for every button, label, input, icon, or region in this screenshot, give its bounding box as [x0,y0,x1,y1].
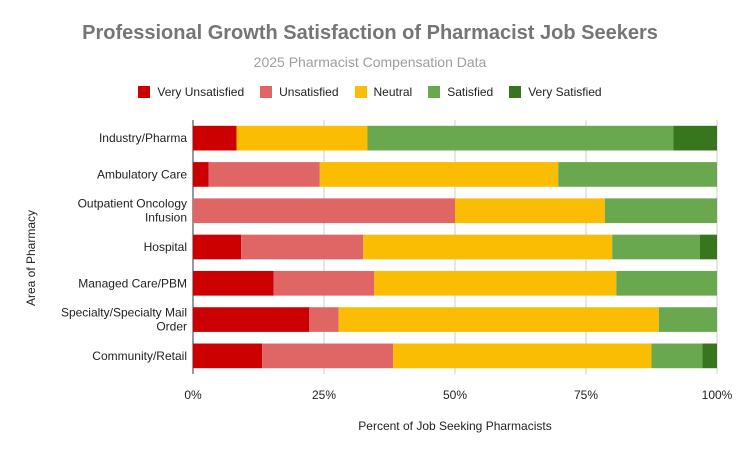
bar-segment[interactable] [319,162,559,187]
bar-segment[interactable] [702,343,717,369]
bar-segment[interactable] [699,234,717,260]
category-label: Hospital [144,240,187,254]
x-tick-label: 0% [184,388,202,402]
y-axis-title: Area of Pharmacy [24,210,38,306]
legend-item-neutral[interactable]: Neutral [354,85,413,99]
bars [193,125,717,369]
bar-segment[interactable] [193,307,310,332]
legend: Very Unsatisfied Unsatisfied Neutral Sat… [0,85,740,99]
legend-label: Satisfied [447,85,494,99]
category-label: Industry/Pharma [99,131,187,145]
legend-swatch [138,86,151,98]
bar-segment[interactable] [651,343,703,369]
category-label-line: Outpatient Oncology [78,197,187,211]
category-label-line: Ambulatory Care [97,167,187,181]
bar-segment[interactable] [363,234,613,260]
chart-subtitle: 2025 Pharmacist Compensation Data [253,54,487,70]
x-tick-label: 75% [574,388,598,402]
x-tick-label: 100% [702,388,733,402]
bar-segment[interactable] [367,125,674,151]
legend-swatch [428,86,441,98]
chart-title: Professional Growth Satisfaction of Phar… [82,22,658,44]
bar-segment[interactable] [604,198,717,224]
bar-segment[interactable] [558,162,717,187]
bar-segment[interactable] [262,343,394,369]
legend-label: Neutral [373,85,413,99]
category-label-line: Specialty/Specialty Mail [61,306,187,320]
bar-segment[interactable] [393,343,652,369]
bar-segment[interactable] [338,307,659,332]
legend-item-satisfied[interactable]: Satisfied [428,85,493,99]
category-label-line: Industry/Pharma [99,131,187,145]
bar-segment[interactable] [616,270,717,296]
category-label-line: Order [156,320,187,334]
category-label-line: Community/Retail [92,349,187,363]
category-label: Ambulatory Care [97,167,187,181]
legend-swatch [260,86,273,98]
legend-item-very-satisfied[interactable]: Very Satisfied [509,85,602,99]
category-label-line: Hospital [144,240,187,254]
category-labels: Industry/Pharma Ambulatory Care Outpatient… [61,131,187,363]
bar-segment[interactable] [455,198,605,224]
category-label: Outpatient Oncology Infusion [78,197,187,225]
bar-segment[interactable] [374,270,617,296]
tick-labels: 0% 25% 50% 75% 100% [184,388,732,402]
x-tick-label: 25% [312,388,336,402]
bar-segment[interactable] [658,307,717,332]
bar-segment[interactable] [673,125,717,151]
legend-label: Very Satisfied [528,85,602,99]
bar-segment[interactable] [273,270,375,296]
bar-segment[interactable] [612,234,700,260]
x-tick-label: 50% [443,388,467,402]
bar-segment[interactable] [193,162,209,187]
category-label-line: Managed Care/PBM [78,276,187,290]
category-label: Specialty/Specialty Mail Order [61,306,187,334]
bar-segment[interactable] [193,270,274,296]
legend-item-very-unsatisfied[interactable]: Very Unsatisfied [138,85,244,99]
category-label-line: Infusion [145,211,187,225]
x-axis-title: Percent of Job Seeking Pharmacists [358,419,551,433]
bar-segment[interactable] [309,307,339,332]
category-label: Managed Care/PBM [78,276,187,290]
bar-segment[interactable] [193,125,237,151]
bar-segment[interactable] [208,162,320,187]
legend-label: Unsatisfied [279,85,339,99]
bar-segment[interactable] [241,234,364,260]
category-label: Community/Retail [92,349,187,363]
legend-swatch [354,86,367,98]
legend-swatch [509,86,522,98]
bar-segment[interactable] [193,198,455,224]
legend-item-unsatisfied[interactable]: Unsatisfied [260,85,339,99]
bar-segment[interactable] [193,343,263,369]
bar-segment[interactable] [193,234,242,260]
bar-segment[interactable] [236,125,368,151]
legend-label: Very Unsatisfied [157,85,245,99]
